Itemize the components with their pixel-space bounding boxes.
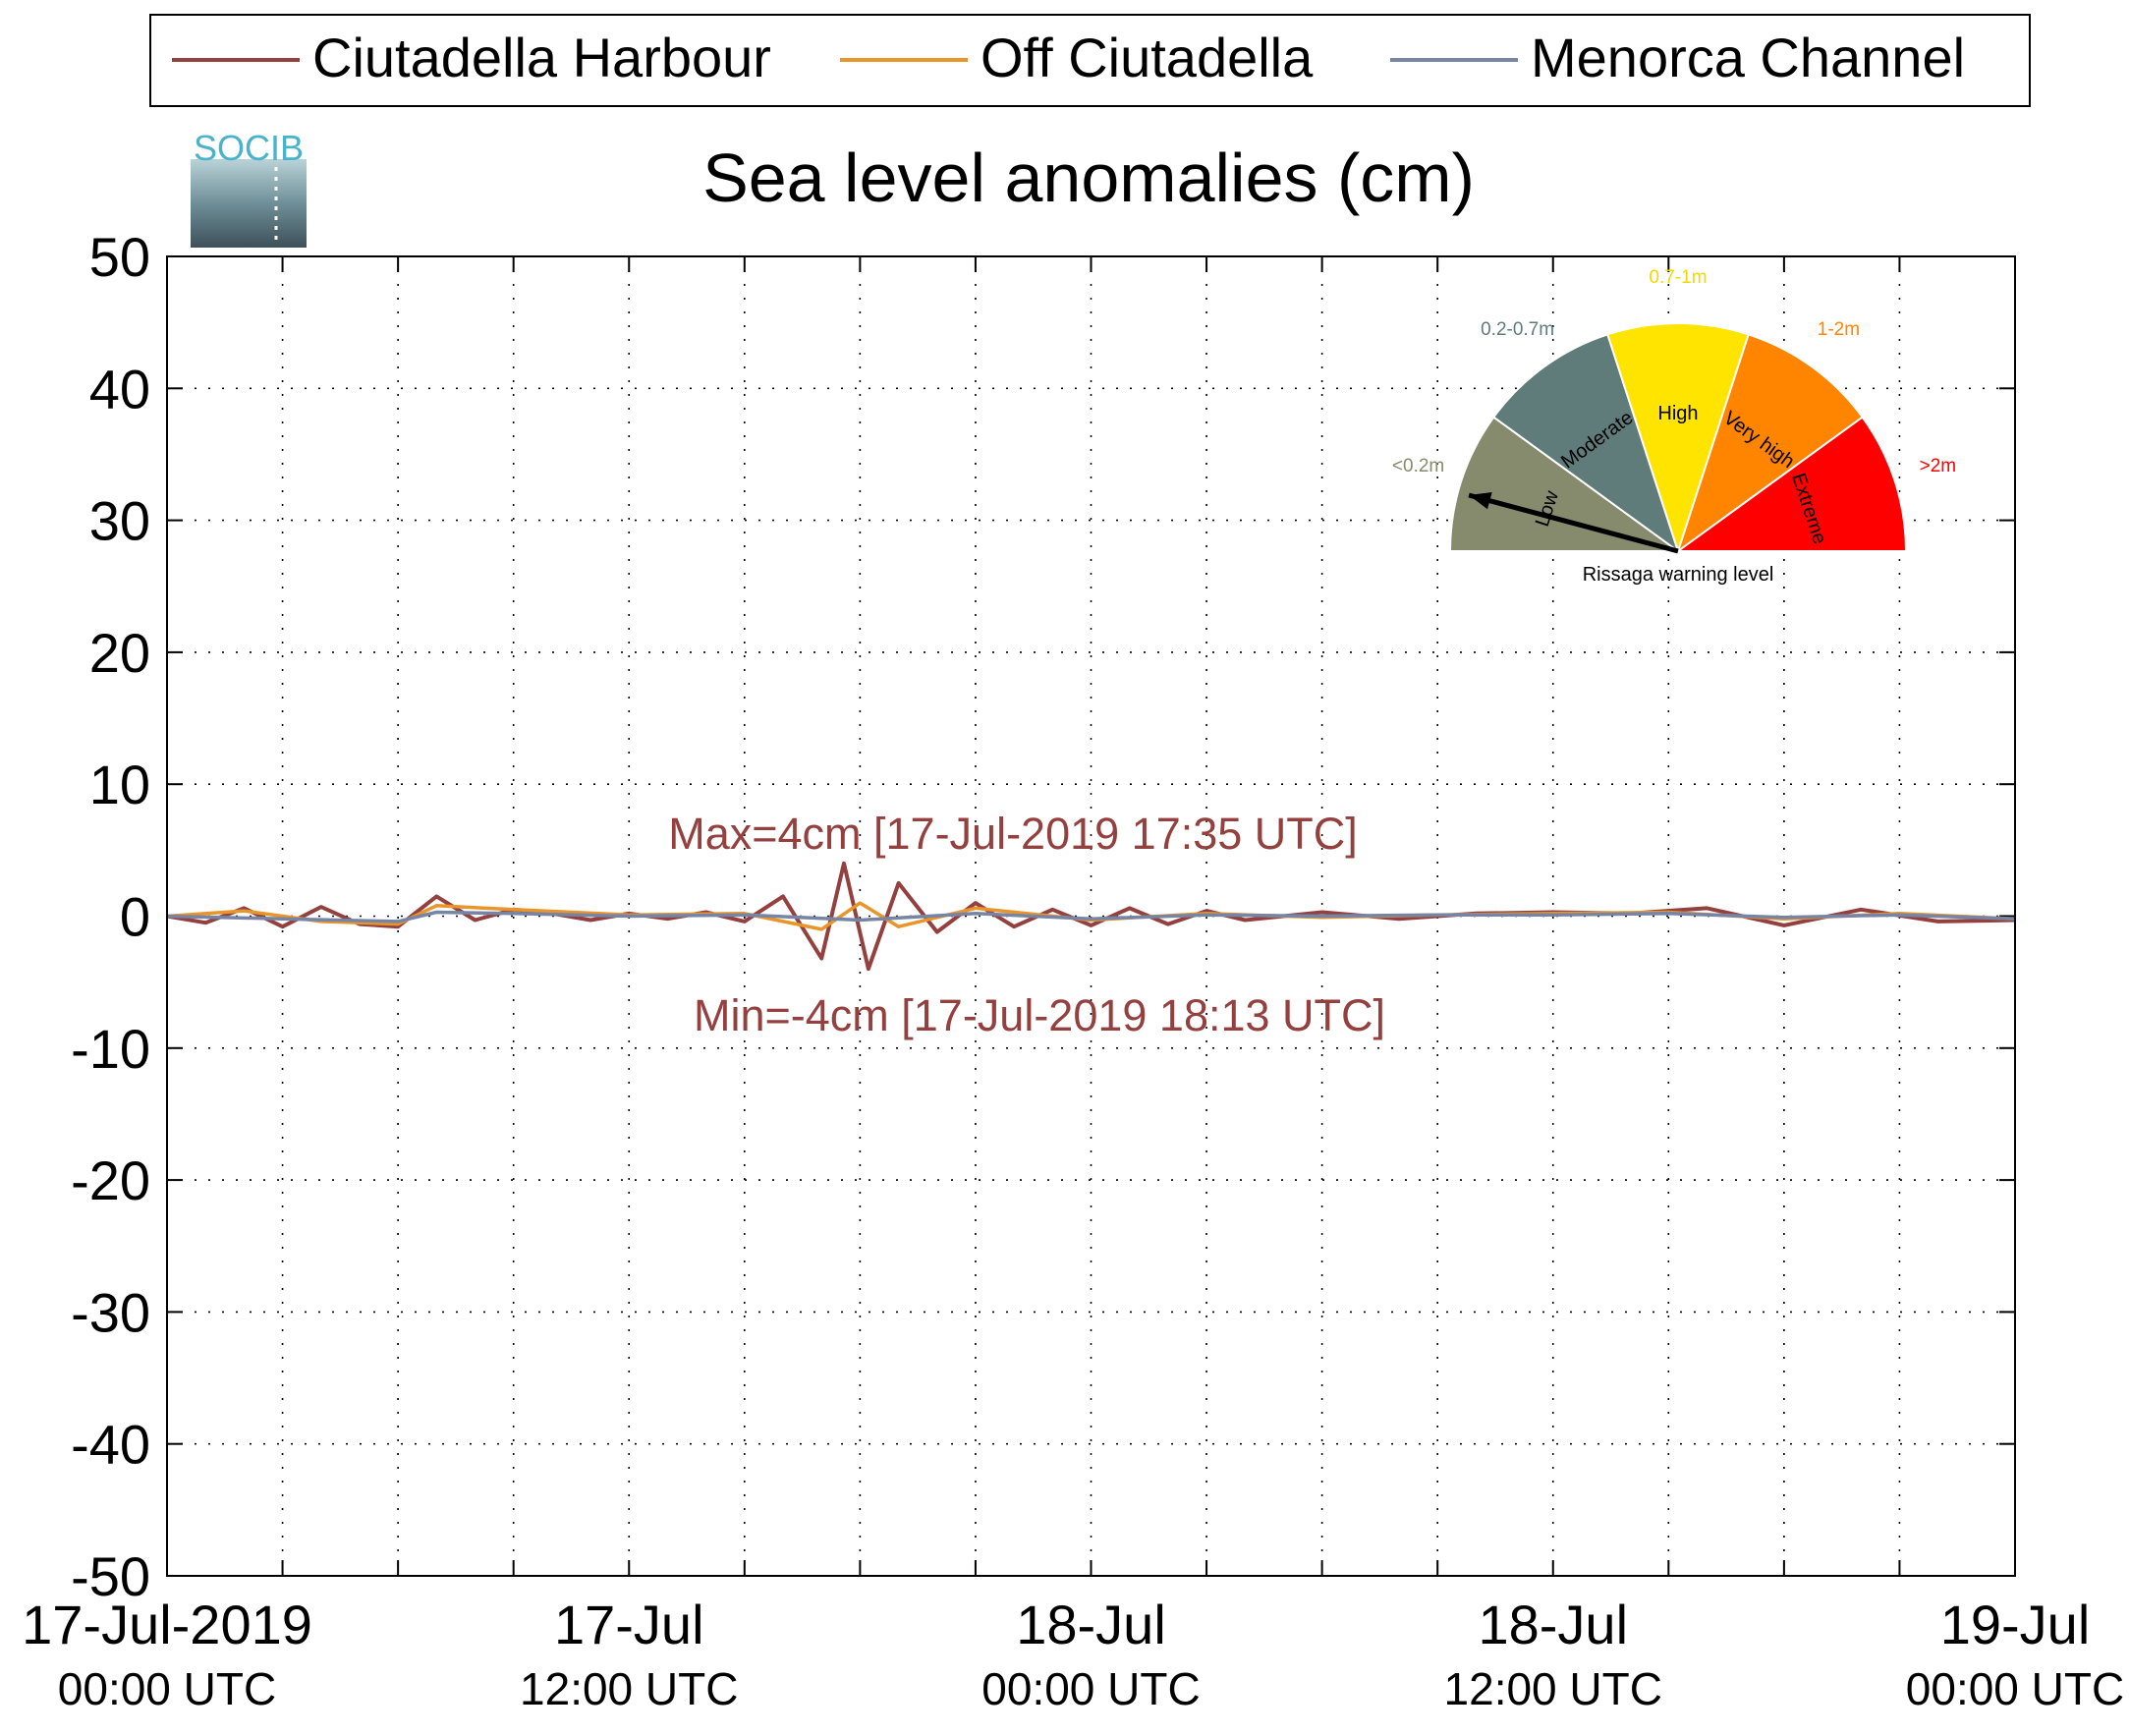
x-tick-label: 17-Jul-2019 (22, 1594, 312, 1655)
chart-title: Sea level anomalies (cm) (702, 140, 1475, 216)
x-tick-label: 17-Jul (554, 1594, 704, 1655)
y-tick-label: 30 (89, 490, 150, 552)
x-tick-sublabel: 00:00 UTC (981, 1663, 1200, 1714)
gauge-segment (1676, 333, 1865, 554)
x-tick-label: 18-Jul (1016, 1594, 1166, 1655)
y-tick-label: 40 (89, 358, 150, 420)
y-tick-label: -40 (71, 1414, 150, 1476)
y-tick-label: -10 (71, 1018, 150, 1080)
gauge-range-label: 0.2-0.7m (1481, 319, 1554, 340)
gauge-needle (1468, 492, 1679, 554)
x-tick-sublabel: 12:00 UTC (1444, 1663, 1662, 1714)
min-annotation: Min=-4cm [17-Jul-2019 18:13 UTC] (694, 990, 1385, 1040)
max-annotation: Max=4cm [17-Jul-2019 17:35 UTC] (668, 809, 1358, 859)
gauge-segment (1491, 333, 1680, 554)
gauge-segment (1448, 416, 1682, 552)
legend-label: Menorca Channel (1531, 27, 1965, 88)
gauge-needle-head (1469, 492, 1492, 510)
y-tick-label: 10 (89, 754, 150, 815)
y-tick-label: -30 (71, 1281, 150, 1343)
x-tick-sublabel: 00:00 UTC (1906, 1663, 2124, 1714)
y-tick-label: 20 (89, 622, 150, 684)
x-tick-label: 18-Jul (1478, 1594, 1628, 1655)
x-tick-sublabel: 12:00 UTC (520, 1663, 738, 1714)
gauge-caption: Rissaga warning level (1583, 564, 1774, 586)
logo-block (191, 159, 307, 248)
gauge-range-label: <0.2m (1392, 456, 1444, 476)
plot-frame (166, 255, 2016, 1577)
y-tick-label: -20 (71, 1149, 150, 1211)
gauge-level-label: High (1657, 403, 1698, 424)
y-tick-label: 0 (120, 886, 150, 948)
gauge-range-label: >2m (1920, 456, 1957, 476)
y-tick-label: 50 (89, 226, 150, 288)
legend-box (149, 14, 2031, 107)
logo-text: SOCIB (194, 128, 304, 168)
y-axis: -50 -40 -30 -20 -10 0 10 20 30 40 50 (71, 226, 2015, 1607)
x-tick-label: 19-Jul (1940, 1594, 2091, 1655)
gauge-range-label: 1-2m (1818, 319, 1860, 340)
legend-label: Ciutadella Harbour (312, 27, 771, 88)
x-tick-sublabel: 00:00 UTC (58, 1663, 276, 1714)
gauge-segment (1606, 322, 1750, 555)
legend-label: Off Ciutadella (980, 27, 1314, 88)
series-line-menorca-channel (166, 910, 2016, 924)
gauge-range-label: 0.7-1m (1649, 267, 1707, 288)
y-tick-label: -50 (71, 1545, 150, 1607)
gauge-segment (1674, 416, 1908, 552)
x-axis: 17-Jul-2019 00:00 UTC 17-Jul 12:00 UTC 18-Ju… (22, 256, 2124, 1714)
socib-logo: SOCIB (191, 128, 307, 248)
series-lines (166, 861, 2016, 972)
legend: Ciutadella Harbour Off Ciutadella Menorca … (149, 14, 2031, 107)
